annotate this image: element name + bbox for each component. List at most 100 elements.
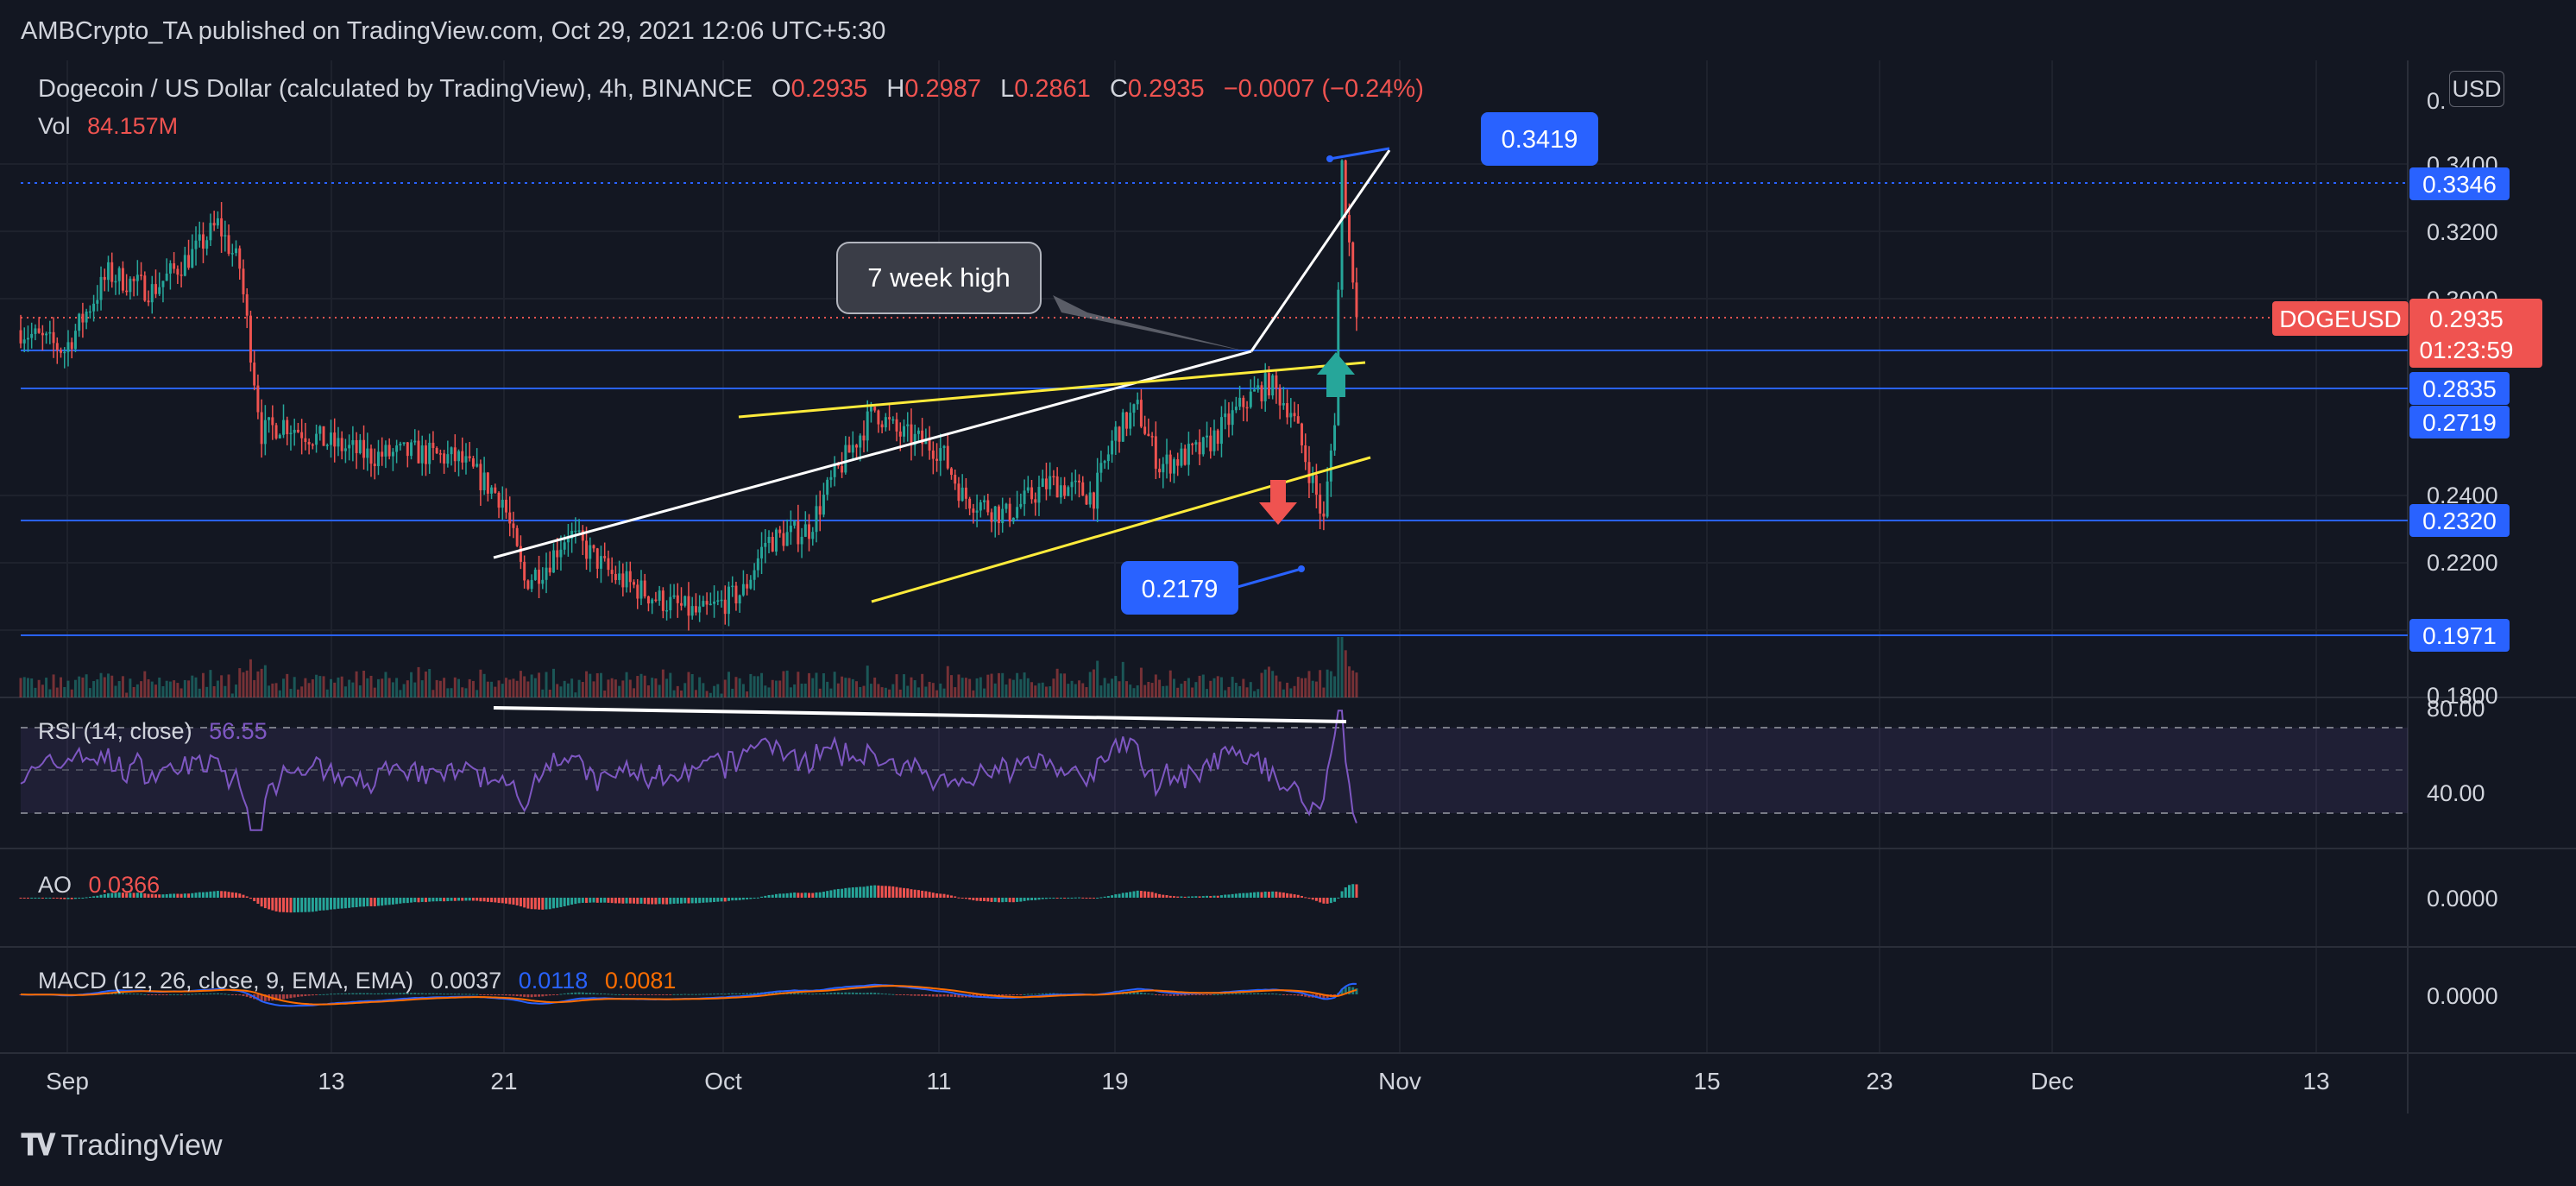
ao-bar (589, 898, 592, 903)
ao-bar (125, 893, 129, 898)
ao-bar (435, 898, 438, 902)
candle-body (26, 338, 29, 340)
brand[interactable]: 𝐓𝐕 TradingView (21, 1129, 223, 1163)
ao-bar (749, 898, 753, 899)
ao-bar (1085, 898, 1088, 899)
high-label-box[interactable] (1481, 112, 1598, 166)
ao-bar (800, 893, 803, 898)
macd-hist-bar (855, 992, 859, 994)
time-axis[interactable]: Sep 13 21 Oct 11 19 Nov 15 23 Dec 13 (46, 1068, 2329, 1095)
candle-body (983, 500, 986, 502)
horizontal-levels[interactable] (21, 182, 2408, 636)
chart-canvas[interactable]: 0.3419 0.2179 7 week high Dogecoin / US … (0, 0, 2576, 1113)
macd-hist-bar (238, 994, 242, 996)
candle-body (702, 601, 705, 607)
volume-bar (964, 678, 967, 697)
volume-bar (238, 668, 242, 697)
candle-body (1136, 400, 1139, 405)
candle-body (1059, 485, 1062, 498)
ao-bar (103, 893, 106, 898)
ao-bar (366, 898, 369, 906)
rsi-divergence-line[interactable] (493, 706, 1347, 723)
trendline-white-upper[interactable] (493, 350, 1252, 559)
volume-bar (114, 685, 117, 697)
candle-body (19, 330, 22, 344)
ao-bar (114, 893, 117, 898)
candle-body (559, 549, 563, 558)
ao-bar (476, 898, 479, 901)
macd-hist-bar (574, 992, 577, 994)
candle-body (592, 545, 595, 549)
ao-bar (88, 896, 91, 898)
ao-label: AO (38, 872, 72, 898)
volume-bar (515, 680, 519, 697)
candle-body (680, 602, 683, 606)
candle-body (212, 223, 216, 226)
volume-bar (1085, 687, 1088, 697)
ao-bar (52, 898, 55, 899)
volume-bar (803, 683, 807, 697)
candle-body (519, 546, 522, 562)
ao-bar (968, 898, 972, 900)
ao-bar (355, 898, 358, 908)
countdown: 01:23:59 (2420, 337, 2514, 363)
level-label: 0.1971 (2422, 622, 2497, 649)
ao-bar (720, 898, 723, 902)
volume-bar (1311, 680, 1314, 697)
trendline-yellow-upper[interactable] (738, 361, 1366, 419)
ao-bar (903, 887, 905, 898)
volume-bar (1231, 677, 1234, 697)
volume-bar (512, 678, 515, 697)
ao-bar (1049, 898, 1052, 899)
ao-bar (957, 897, 960, 899)
volume-bar (1227, 686, 1231, 697)
ao-bar (55, 898, 59, 899)
candle-body (687, 596, 690, 616)
candle-body (343, 448, 347, 451)
candle-body (1143, 426, 1147, 434)
macd-hist-bar (669, 994, 672, 995)
volume-bar (1030, 682, 1034, 697)
macd-hist-bar (585, 993, 589, 994)
macd-hist-bar (471, 994, 475, 995)
ao-bar (972, 898, 975, 901)
candle-body (585, 540, 589, 559)
candle-body (230, 253, 234, 255)
volume-bar (1150, 683, 1154, 697)
candle-body (1219, 417, 1223, 445)
rsi-tick-80: 80.00 (2427, 696, 2485, 722)
candle-body (187, 255, 191, 268)
volume-bar (1355, 672, 1358, 697)
volume-bar (165, 680, 168, 697)
volume-bar (1206, 689, 1209, 697)
trendline-white-extension[interactable] (1250, 149, 1391, 352)
candle-body (70, 342, 73, 350)
trendline-yellow-lower[interactable] (871, 456, 1371, 603)
volume-bar (935, 690, 939, 697)
candle-body (453, 447, 457, 462)
ao-bar (191, 893, 194, 898)
macd-hist-bar (665, 994, 669, 995)
low-label-box[interactable] (1121, 561, 1238, 615)
volume-bar (526, 681, 530, 697)
candle-body (1070, 482, 1074, 488)
candle-body (651, 599, 654, 604)
candle-body (771, 536, 774, 552)
macd-hist-bar (651, 994, 654, 995)
candle-body (960, 487, 964, 502)
macd-hist-bar (293, 994, 296, 998)
ao-bar (1168, 895, 1172, 898)
ao-bar (37, 898, 41, 899)
ao-bar (1329, 898, 1332, 904)
ao-bar (964, 898, 967, 899)
time-tick: 21 (490, 1068, 517, 1095)
currency-button[interactable]: USD (2449, 71, 2504, 107)
ao-bar (194, 893, 198, 898)
ao-bar (384, 898, 387, 905)
ao-bar (107, 893, 110, 898)
ao-bar (538, 898, 541, 910)
candle-body (201, 234, 205, 249)
callout-box[interactable] (836, 242, 1042, 314)
macd-value-1: 0.0037 (431, 968, 502, 994)
ao-bar (595, 898, 599, 903)
